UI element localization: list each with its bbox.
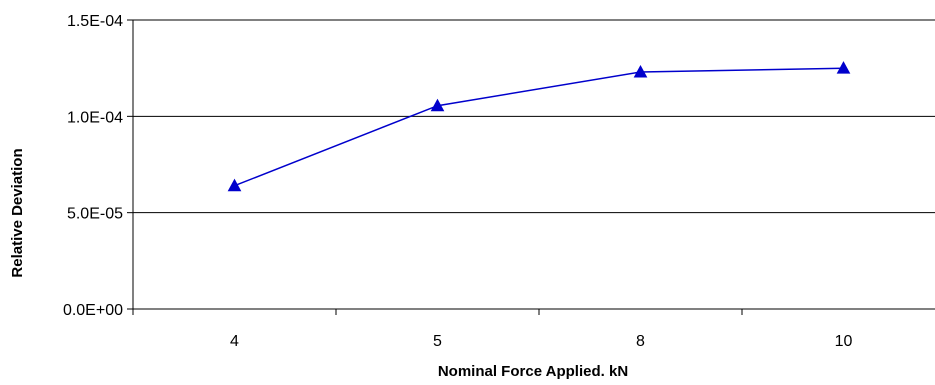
- series: [227, 61, 851, 192]
- x-tick-label: 8: [636, 333, 645, 350]
- y-tick-label: 5.0E-05: [67, 206, 123, 223]
- y-tick-label: 0.0E+00: [63, 302, 123, 319]
- axes: [132, 20, 935, 310]
- x-axis-ticks: 4 5 8 10: [132, 309, 853, 350]
- data-point-marker: [227, 178, 242, 192]
- y-tick-label: 1.0E-04: [67, 109, 123, 126]
- x-axis-title: Nominal Force Applied. kN: [438, 363, 628, 380]
- x-tick-label: 10: [835, 333, 853, 350]
- y-tick-label: 1.5E-04: [67, 13, 123, 30]
- data-point-marker: [633, 64, 648, 78]
- gridlines: [133, 19, 935, 214]
- x-tick-label: 4: [230, 333, 239, 350]
- y-axis-ticks: 0.0E+00 5.0E-05 1.0E-04 1.5E-04: [63, 13, 133, 319]
- x-tick-label: 5: [433, 333, 442, 350]
- data-point-marker: [836, 61, 851, 74]
- data-point-marker: [430, 98, 445, 112]
- y-axis-title: Relative Deviation: [9, 148, 26, 277]
- series-line: [234, 67, 844, 187]
